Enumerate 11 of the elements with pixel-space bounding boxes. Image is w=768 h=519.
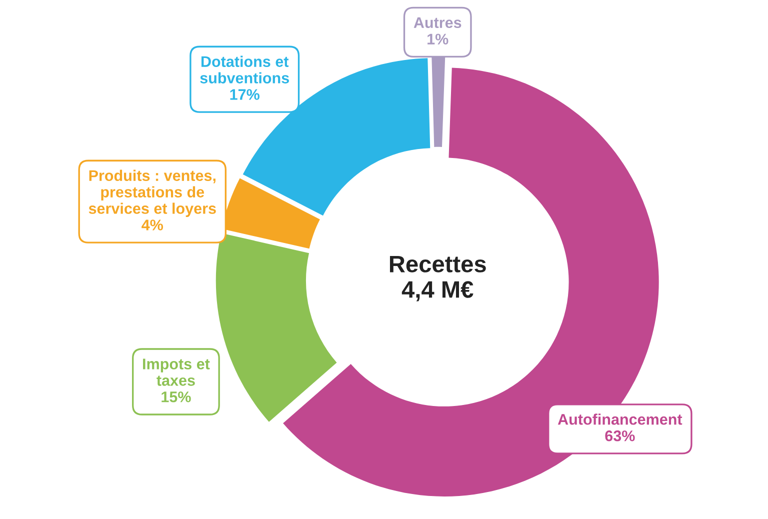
slice-label: Impots et taxes (143, 358, 210, 386)
data-label: 1% (428, 34, 448, 44)
slice-label: Autres (414, 17, 462, 28)
slice-label: Dotations et subventions (200, 56, 289, 84)
slice-label: Autofinancement (558, 414, 682, 425)
data-label: 63% (605, 430, 635, 442)
data-label: 17% (230, 89, 260, 100)
text: Recettes 4,4 M€ (390, 256, 486, 302)
slice-label: Produits : ventes, prestations de services et loyers (88, 170, 216, 217)
data-label: 4% (142, 220, 164, 230)
data-label: 15% (162, 392, 191, 402)
